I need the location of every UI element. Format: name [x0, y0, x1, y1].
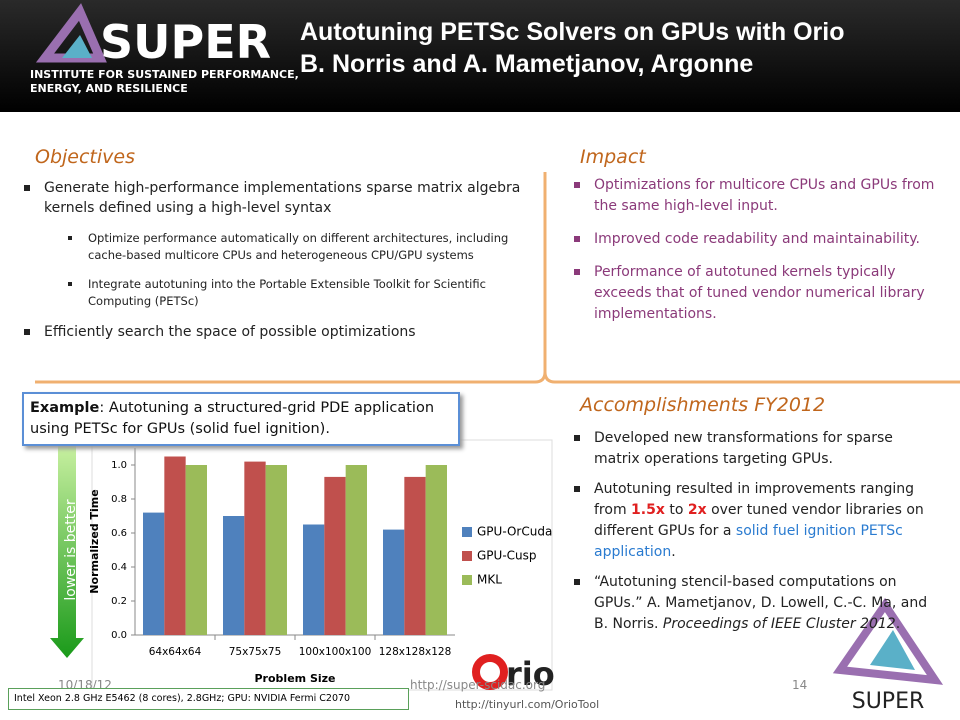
legend-swatch	[462, 575, 472, 585]
logo-subtitle: ENERGY, AND RESILIENCE	[30, 82, 188, 95]
bar	[345, 465, 367, 635]
arrow	[50, 445, 84, 658]
legend-swatch	[462, 527, 472, 537]
legend-swatch	[462, 551, 472, 561]
y-tick-label: 0.8	[111, 494, 127, 505]
bar	[303, 524, 325, 635]
bullet: Optimizations for multicore CPUs and GPU…	[570, 175, 940, 217]
divider	[35, 371, 960, 384]
sub-bullet: Optimize performance automatically on di…	[64, 230, 540, 264]
super-logo-inner	[870, 630, 915, 670]
x-tick-label: 100x100x100	[299, 646, 372, 658]
hardware-note: Intel Xeon 2.8 GHz E5462 (8 cores), 2.8G…	[8, 688, 409, 710]
title: B. Norris and A. Mametjanov, Argonne	[300, 50, 754, 78]
heading: Objectives	[35, 146, 135, 168]
bar	[404, 476, 426, 635]
bar	[185, 465, 207, 635]
title: Autotuning PETSc Solvers on GPUs with Or…	[300, 18, 845, 46]
x-tick-label: 75x75x75	[229, 646, 282, 658]
bullet: Autotuning resulted in improvements rang…	[570, 479, 940, 563]
text: .	[895, 616, 901, 632]
sub-bullet: Integrate autotuning into the Portable E…	[64, 276, 540, 310]
text: .	[671, 544, 676, 560]
x-tick-label: 64x64x64	[149, 646, 202, 658]
legend-label: GPU-Cusp	[477, 549, 537, 563]
logo-text: SUPER	[100, 15, 271, 69]
y-tick-label: 0.6	[111, 528, 127, 539]
bar	[265, 465, 287, 635]
bullet: Developed new transformations for sparse…	[570, 428, 940, 470]
y-tick-label: 1.0	[111, 460, 127, 471]
bar	[244, 461, 266, 635]
bullet: Performance of autotuned kernels typical…	[570, 262, 940, 325]
legend-label: GPU-OrCuda	[477, 525, 552, 539]
heading: Impact	[580, 146, 646, 168]
heading: Accomplishments FY2012	[580, 394, 826, 416]
logo-triangle-inner	[62, 35, 92, 58]
super-logo-text: SUPER	[852, 689, 925, 714]
logo-subtitle: INSTITUTE FOR SUSTAINED PERFORMANCE,	[30, 68, 299, 81]
y-tick-label: 0.4	[111, 562, 127, 573]
bullet: Improved code readability and maintainab…	[570, 229, 940, 250]
bar	[223, 516, 245, 635]
objectives: Generate high-performance implementation…	[20, 178, 540, 342]
header	[0, 0, 960, 112]
y-axis-title: Normalized Time	[88, 489, 101, 593]
example-box: Example: Autotuning a structured-grid PD…	[22, 392, 460, 446]
y-tick-label: 0.2	[111, 596, 127, 607]
orio-logo: rio	[506, 655, 555, 693]
bar	[143, 512, 165, 635]
bar	[324, 476, 346, 635]
url: http://super-scidac.org	[410, 678, 546, 692]
bar	[383, 529, 405, 635]
impact: Optimizations for multicore CPUs and GPU…	[570, 175, 940, 337]
bullet: Efficiently search the space of possible…	[20, 322, 540, 342]
bullet: Generate high-performance implementation…	[20, 178, 540, 310]
italic-text: Proceedings of IEEE Cluster 2012	[662, 616, 896, 632]
arrow-label: lower is better	[63, 499, 79, 600]
text: Autotuning resulted in improvements rang…	[594, 481, 915, 518]
super-logo-triangle	[832, 597, 944, 685]
orio-url: http://tinyurl.com/OrioTool	[455, 698, 600, 711]
page-number: 14	[792, 678, 808, 692]
link-text: solid fuel ignition PETSc application	[594, 523, 903, 560]
legend-label: MKL	[477, 573, 502, 587]
y-tick-label: 0.0	[111, 630, 127, 641]
orio-logo-o	[472, 654, 508, 690]
x-axis-title: Problem Size	[255, 672, 336, 685]
accomplishments: Developed new transformations for sparse…	[570, 428, 940, 644]
example-label: Example	[30, 400, 100, 416]
bar	[164, 456, 186, 635]
text: over tuned vendor libraries on different…	[594, 502, 924, 539]
text: “Autotuning stencil-based computations o…	[594, 574, 928, 632]
highlight: 1.5x	[631, 502, 665, 518]
text: Generate high-performance implementation…	[44, 180, 521, 216]
x-tick-label: 128x128x128	[379, 646, 452, 658]
text: to	[664, 502, 688, 518]
bar	[425, 465, 447, 635]
chart: 0.0 0.2 0.4 0.6 0.8 1.0 64x64x64 75x75x75 100x10…	[88, 439, 553, 691]
example-text: : Autotuning a structured-grid PDE appli…	[30, 400, 435, 437]
highlight: 2x	[687, 502, 707, 518]
bullet: “Autotuning stencil-based computations o…	[570, 572, 940, 635]
